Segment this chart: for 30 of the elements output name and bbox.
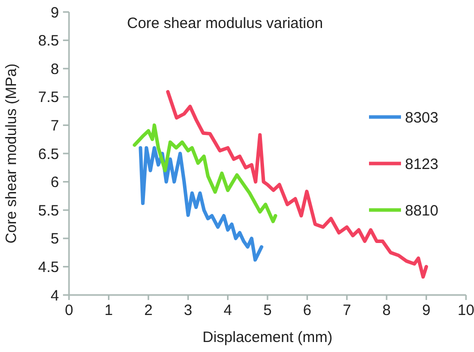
legend-label: 8810 — [405, 202, 438, 220]
y-tick-label: 4 — [50, 287, 59, 304]
x-tick-label: 9 — [422, 302, 430, 319]
x-tick-label: 10 — [458, 302, 474, 319]
x-tick-label: 3 — [184, 302, 192, 319]
y-tick-label: 7.5 — [38, 89, 59, 106]
x-tick-label: 2 — [144, 302, 153, 319]
y-tick-label: 9 — [50, 4, 59, 22]
legend-label: 8303 — [405, 109, 438, 126]
line-series — [138, 146, 264, 262]
x-tick-label: 8 — [382, 302, 391, 319]
x-tick-label: 5 — [263, 302, 272, 319]
legend-label: 8123 — [405, 156, 438, 173]
y-tick-label: 5.5 — [38, 202, 59, 220]
x-tick-label: 0 — [64, 302, 74, 319]
x-axis-title: Displacement (mm) — [202, 329, 333, 346]
x-tick-label: 7 — [342, 302, 352, 319]
x-tick-label: 1 — [104, 302, 113, 319]
y-tick-label: 4.5 — [38, 258, 59, 276]
y-tick-label: 7 — [50, 117, 59, 134]
x-tick-label: 6 — [303, 302, 312, 319]
y-tick-label: 6.5 — [38, 146, 59, 163]
line-series — [132, 123, 278, 224]
y-tick-label: 8 — [50, 60, 59, 78]
y-tick-label: 8.5 — [38, 32, 59, 50]
chart-title: Core shear modulus variation — [127, 15, 323, 32]
y-axis-title: Core shear modulus (MPa) — [3, 63, 20, 244]
y-tick-label: 5 — [50, 230, 59, 248]
y-tick-label: 6 — [50, 174, 59, 192]
x-tick-label: 4 — [224, 302, 232, 319]
